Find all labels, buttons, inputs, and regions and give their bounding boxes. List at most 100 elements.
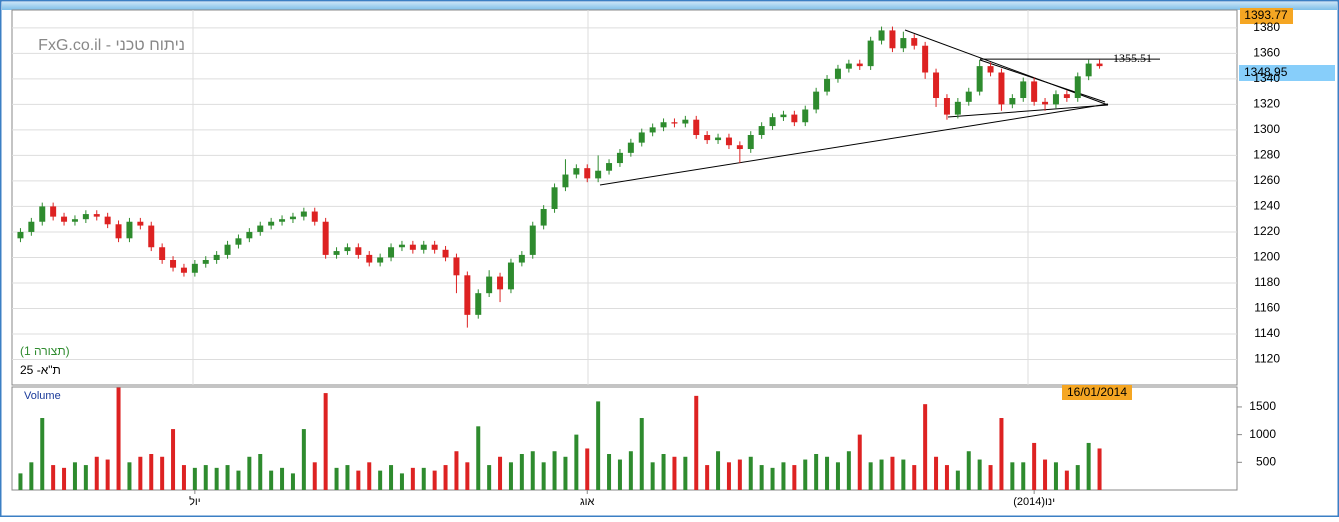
- candle-body: [377, 257, 384, 263]
- high-box: [1240, 8, 1293, 24]
- volume-bar: [835, 462, 840, 490]
- candle-body: [922, 45, 929, 73]
- volume-bar: [705, 465, 710, 490]
- candle-body: [355, 247, 362, 255]
- volume-label: Volume: [24, 390, 61, 402]
- candle-body: [180, 267, 187, 273]
- volume-bar: [345, 465, 350, 490]
- volume-bar: [1053, 462, 1058, 490]
- candle-body: [1063, 94, 1070, 99]
- candle-body: [769, 117, 776, 127]
- volume-bar: [410, 467, 415, 490]
- candle-body: [900, 38, 907, 49]
- candle-body: [584, 168, 591, 179]
- candle-body: [551, 187, 558, 209]
- volume-bar: [399, 473, 404, 490]
- candle-body: [464, 275, 471, 315]
- candle-body: [606, 163, 613, 171]
- candle-body: [595, 170, 602, 179]
- candle-body: [322, 221, 329, 255]
- candle-body: [71, 219, 78, 222]
- y-tick-label: 1140: [1254, 326, 1280, 340]
- candle-body: [824, 78, 831, 92]
- volume-bar: [443, 465, 448, 490]
- volume-bar: [225, 465, 230, 490]
- candle-body: [486, 276, 493, 294]
- candle-body: [758, 126, 765, 135]
- candle-body: [366, 254, 373, 263]
- candle-body: [50, 206, 57, 217]
- candle-body: [82, 214, 89, 220]
- candle-body: [834, 68, 841, 79]
- volume-bar: [683, 456, 688, 490]
- candle-body: [497, 276, 504, 290]
- volume-bar: [280, 467, 285, 490]
- volume-bar: [236, 470, 241, 490]
- volume-bar: [999, 418, 1004, 490]
- volume-bar: [83, 465, 88, 490]
- trendline: [947, 104, 1109, 118]
- candle-body: [813, 91, 820, 110]
- y-tick-label: 1280: [1253, 148, 1280, 162]
- volume-bar: [607, 454, 612, 490]
- candle-body: [965, 91, 972, 102]
- x-tick-label: אוג: [580, 496, 595, 508]
- trendline: [979, 59, 1106, 103]
- candle-body: [28, 221, 35, 232]
- last-box: [1239, 65, 1335, 81]
- volume-bar: [476, 426, 481, 490]
- candle-body: [802, 109, 809, 123]
- volume-bar: [759, 465, 764, 490]
- volume-bar: [51, 465, 56, 490]
- y-tick-label: 1300: [1253, 122, 1280, 136]
- volume-bar: [868, 462, 873, 490]
- candle-body: [1042, 101, 1049, 105]
- volume-bar: [487, 465, 492, 490]
- candle-body: [159, 247, 166, 260]
- candle-body: [289, 216, 296, 220]
- volume-bar: [62, 467, 67, 490]
- candle-body: [257, 225, 264, 232]
- candle-body: [518, 254, 525, 263]
- candle-body: [780, 114, 787, 118]
- volume-bar: [792, 465, 797, 490]
- volume-bar: [301, 429, 306, 490]
- volume-bar: [966, 451, 971, 490]
- volume-bar: [127, 462, 132, 490]
- candle-body: [420, 244, 427, 250]
- candle-body: [529, 225, 536, 255]
- volume-bar: [890, 456, 895, 490]
- candle-body: [747, 135, 754, 150]
- volume-bar: [672, 456, 677, 490]
- volume-bar: [334, 467, 339, 490]
- volume-bar: [944, 465, 949, 490]
- y-tick-label: 1360: [1253, 46, 1280, 60]
- volume-bar: [628, 451, 633, 490]
- volume-bar: [356, 470, 361, 490]
- candle-body: [933, 72, 940, 99]
- volume-bar: [1043, 459, 1048, 490]
- volume-bar: [508, 462, 513, 490]
- high-label: 1393.77: [1244, 8, 1288, 22]
- volume-bar: [857, 434, 862, 490]
- volume-bar: [825, 456, 830, 490]
- candle-body: [17, 231, 24, 239]
- y-tick-label: 1240: [1253, 199, 1280, 213]
- volume-bar: [105, 459, 110, 490]
- candle-body: [475, 293, 482, 315]
- volume-bar: [955, 470, 960, 490]
- price-pane: [11, 9, 1238, 386]
- volume-bar: [389, 465, 394, 490]
- volume-bar: [814, 454, 819, 490]
- candle-body: [671, 122, 678, 124]
- candle-body: [987, 66, 994, 73]
- candle-body: [148, 225, 155, 248]
- candle-body: [333, 251, 340, 255]
- volume-bar: [530, 451, 535, 490]
- candle-body: [442, 249, 449, 258]
- volume-bar: [726, 462, 731, 490]
- candle-body: [1009, 98, 1016, 105]
- volume-bar: [716, 451, 721, 490]
- annotation-label: 1355.51: [1113, 51, 1152, 65]
- candle-body: [736, 145, 743, 150]
